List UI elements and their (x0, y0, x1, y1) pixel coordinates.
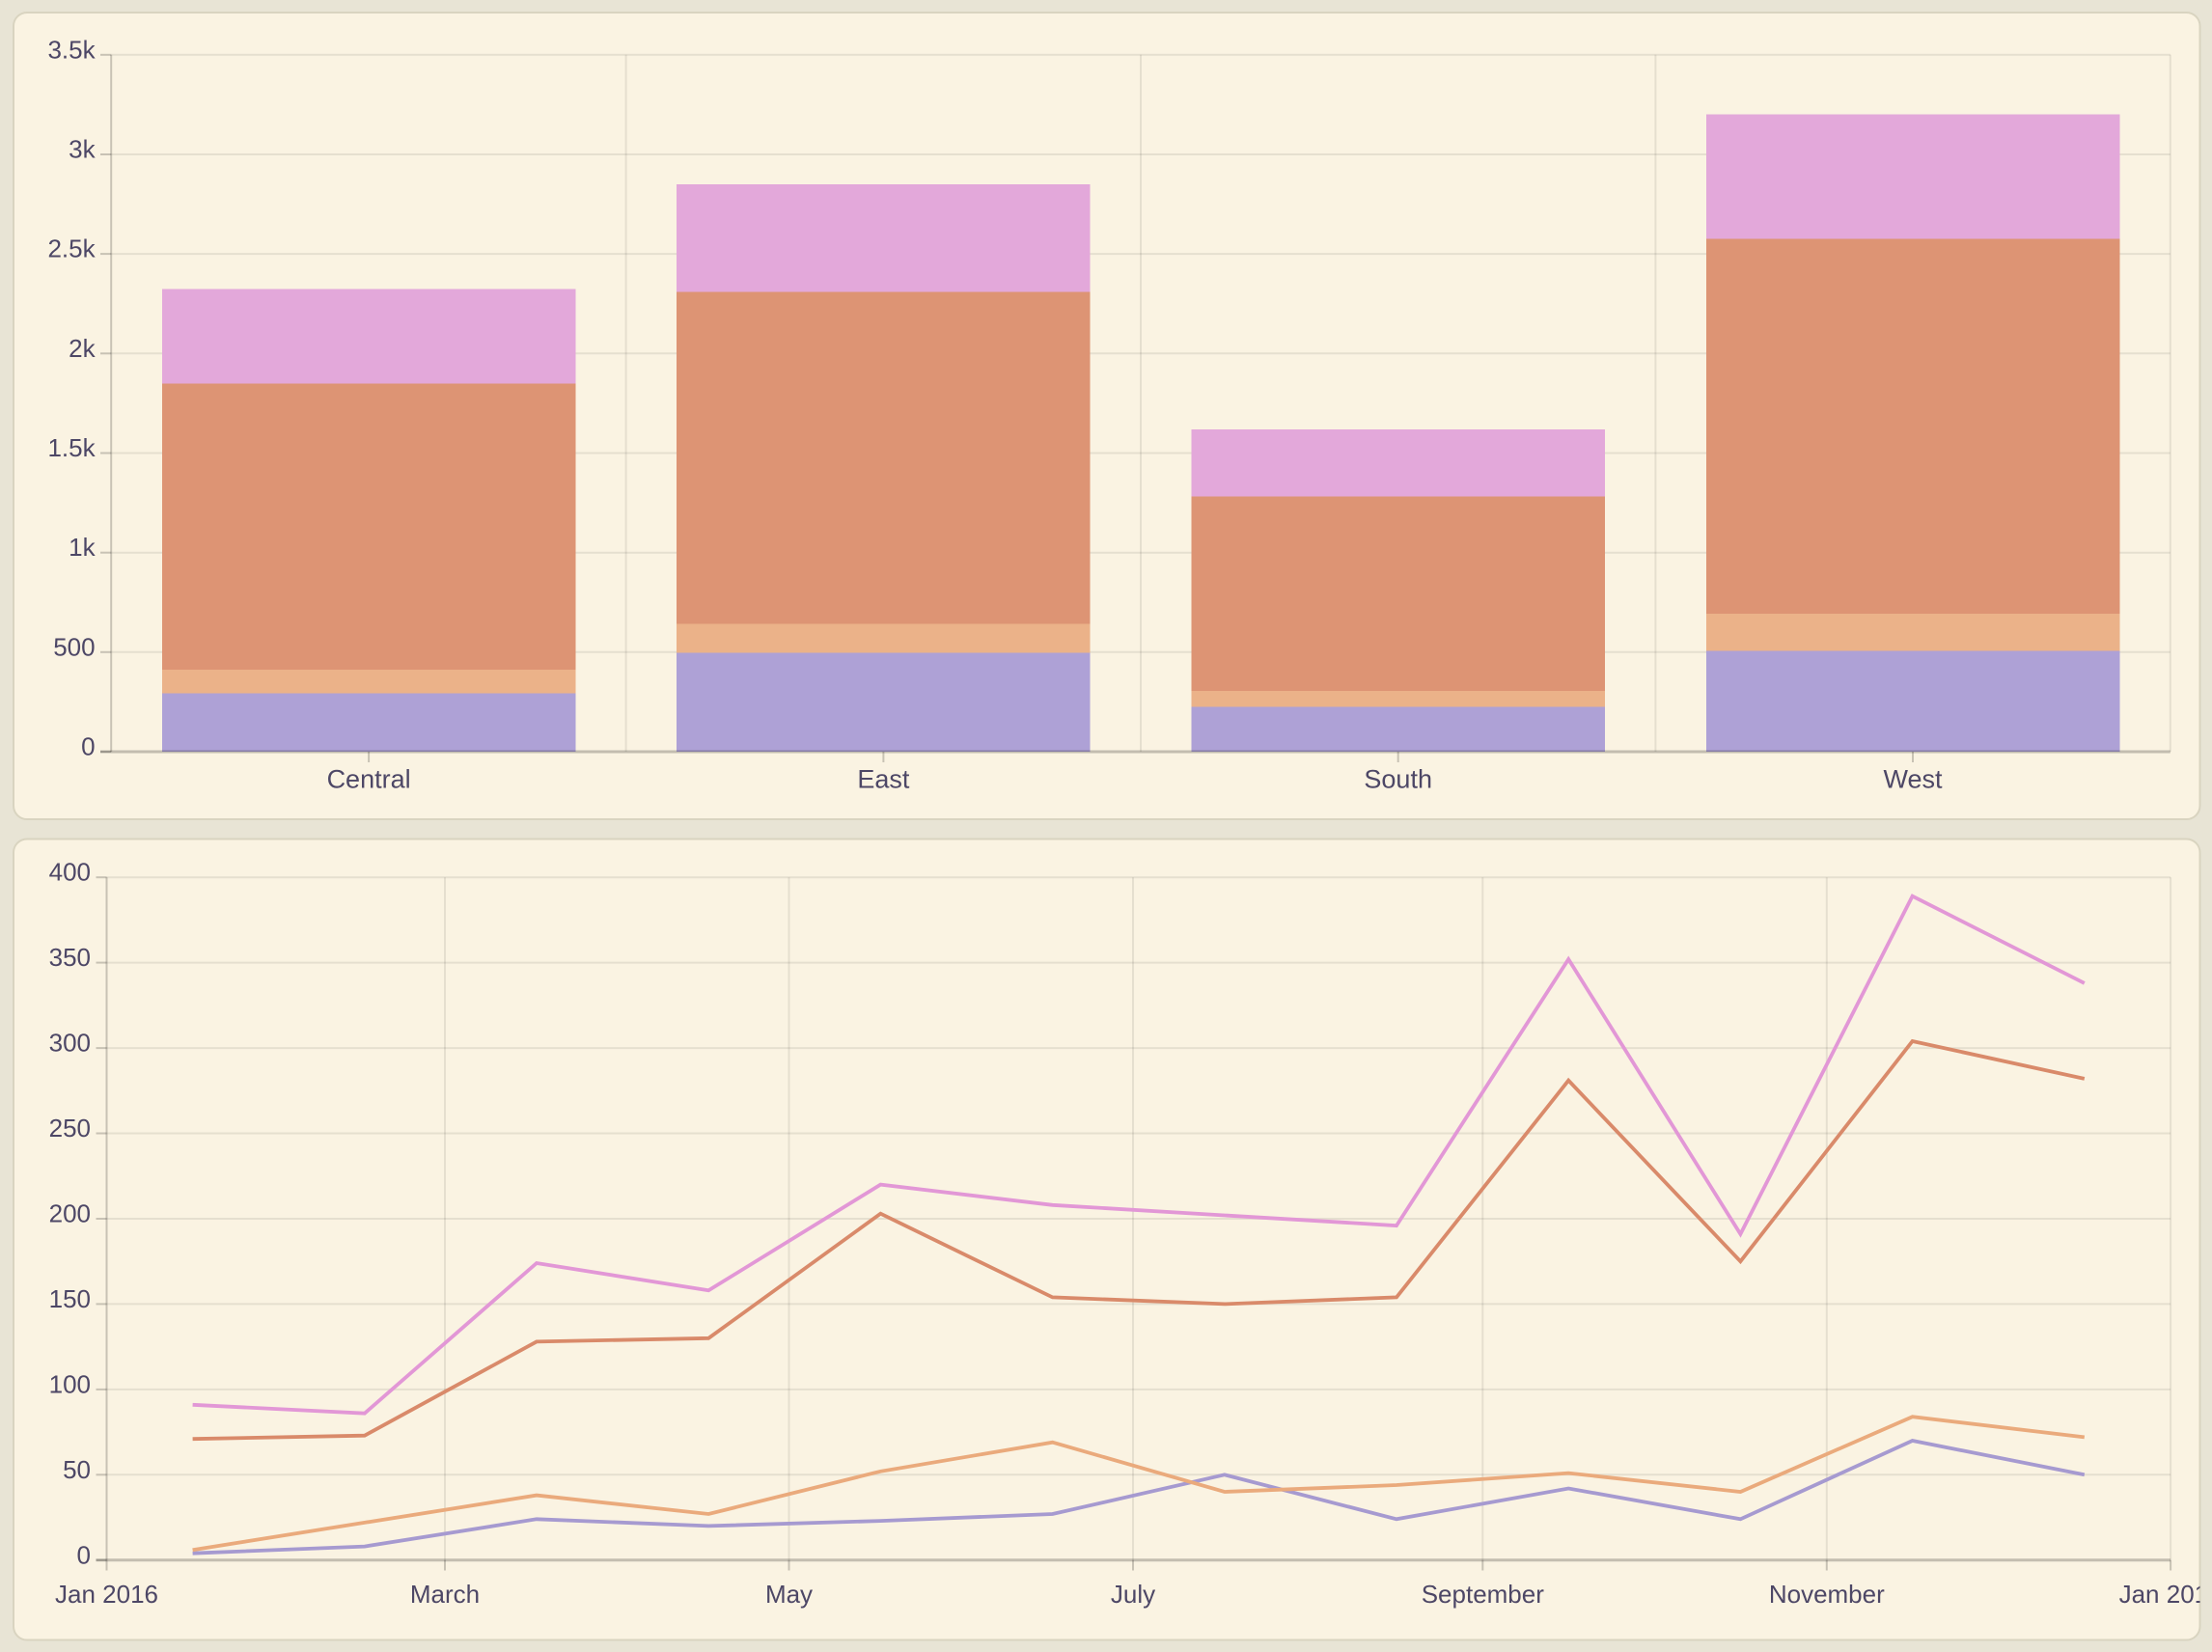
svg-text:East: East (857, 765, 910, 794)
svg-text:100: 100 (49, 1369, 91, 1398)
svg-text:400: 400 (49, 858, 91, 887)
svg-text:Jan 2017: Jan 2017 (2119, 1580, 2212, 1609)
svg-text:500: 500 (53, 632, 95, 661)
svg-text:September: September (1422, 1580, 1545, 1609)
svg-text:May: May (765, 1580, 813, 1609)
svg-text:1k: 1k (69, 533, 96, 562)
svg-text:West: West (1883, 765, 1943, 794)
svg-text:Jan 2016: Jan 2016 (55, 1580, 158, 1609)
svg-text:3k: 3k (69, 135, 96, 164)
svg-text:March: March (410, 1580, 480, 1609)
svg-text:300: 300 (49, 1029, 91, 1058)
svg-text:0: 0 (77, 1540, 91, 1569)
svg-text:3.5k: 3.5k (47, 35, 96, 64)
svg-text:1.5k: 1.5k (47, 433, 96, 462)
svg-text:0: 0 (81, 732, 95, 761)
svg-text:2k: 2k (69, 334, 96, 363)
svg-text:Central: Central (327, 765, 411, 794)
svg-text:250: 250 (49, 1114, 91, 1143)
svg-text:50: 50 (63, 1455, 91, 1484)
svg-text:South: South (1364, 765, 1432, 794)
svg-text:150: 150 (49, 1284, 91, 1313)
svg-text:November: November (1769, 1580, 1885, 1609)
svg-text:2.5k: 2.5k (47, 234, 96, 263)
svg-text:July: July (1111, 1580, 1155, 1609)
svg-text:200: 200 (49, 1199, 91, 1228)
svg-text:350: 350 (49, 943, 91, 972)
